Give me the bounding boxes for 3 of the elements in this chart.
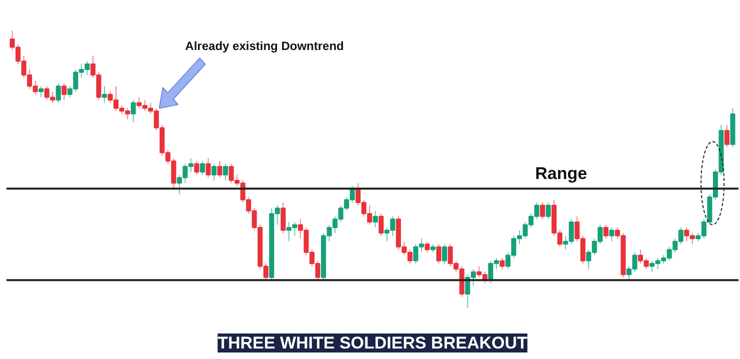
ref-line-label: Range: [535, 164, 588, 184]
text: THREE WHITE SOLDIERS BREAKOUT: [218, 334, 528, 352]
annotation: Already existing Downtrend: [185, 38, 344, 53]
